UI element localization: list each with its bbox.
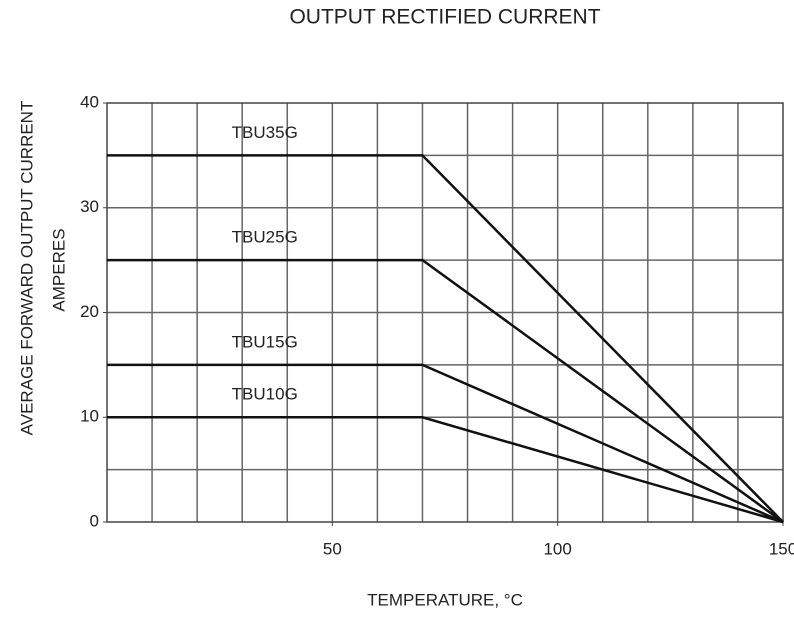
y-tick-label: 40 [80,92,99,111]
series-line [107,154,784,523]
series-line [107,363,784,524]
y-tick-label: 0 [90,511,99,530]
series-label: TBU15G [232,332,298,351]
y-axis-label: AMPERES [49,228,68,311]
series-line [107,416,784,524]
y-axis-label: AVERAGE FORWARD OUTPUT CURRENT [17,101,36,436]
series-label: TBU10G [232,385,298,404]
series-line [107,258,784,524]
x-tick-label: 50 [323,539,342,558]
y-tick-label: 10 [80,407,99,426]
chart-title: OUTPUT RECTIFIED CURRENT [289,6,600,29]
series-label: TBU35G [232,123,298,142]
x-tick-label: 150 [769,539,794,558]
x-tick-label: 100 [543,539,571,558]
series-label: TBU25G [232,228,298,247]
x-axis-label: TEMPERATURE, °C [367,590,523,609]
y-tick-label: 20 [80,302,99,321]
y-tick-label: 30 [80,197,99,216]
